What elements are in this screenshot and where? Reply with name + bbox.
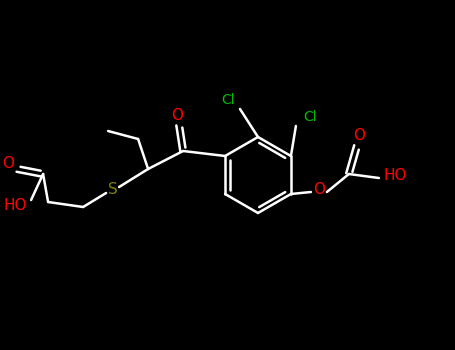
Text: HO: HO bbox=[383, 168, 407, 183]
Text: O: O bbox=[313, 182, 325, 197]
Text: O: O bbox=[171, 107, 183, 122]
Text: O: O bbox=[2, 155, 14, 170]
Text: Cl: Cl bbox=[303, 110, 317, 124]
Text: HO: HO bbox=[3, 198, 27, 214]
Text: O: O bbox=[353, 128, 365, 143]
Text: Cl: Cl bbox=[221, 93, 235, 107]
Text: S: S bbox=[108, 182, 118, 196]
